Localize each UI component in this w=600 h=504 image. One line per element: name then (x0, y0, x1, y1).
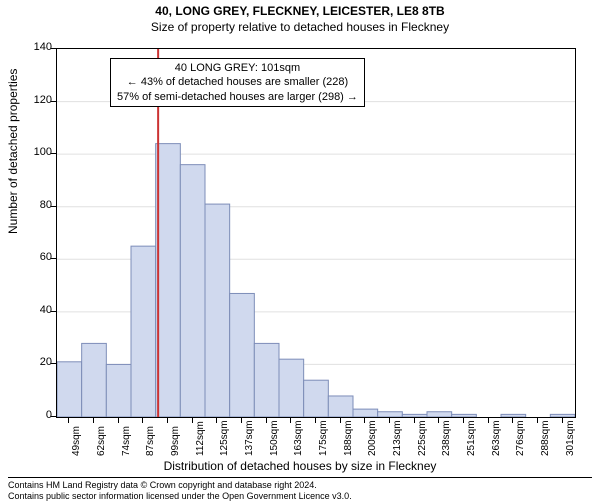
x-tick-label: 213sqm (392, 420, 403, 456)
histogram-bar (550, 414, 575, 417)
footer-attribution: Contains HM Land Registry data © Crown c… (8, 477, 592, 502)
property-callout: 40 LONG GREY: 101sqm ← 43% of detached h… (110, 58, 365, 107)
histogram-bar (304, 380, 329, 417)
histogram-bar (205, 204, 230, 417)
histogram-bar (353, 409, 378, 417)
x-tick-label: 263sqm (491, 420, 502, 456)
x-tick-mark (68, 418, 69, 423)
x-tick-label: 225sqm (417, 420, 428, 456)
x-tick-mark (488, 418, 489, 423)
x-tick-mark (192, 418, 193, 423)
callout-line-1: 40 LONG GREY: 101sqm (117, 61, 358, 75)
y-tick-mark (51, 258, 56, 259)
x-tick-label: 49sqm (71, 426, 82, 456)
histogram-bar (427, 412, 452, 417)
histogram-bar (57, 362, 82, 417)
x-tick-label: 163sqm (293, 420, 304, 456)
x-tick-mark (364, 418, 365, 423)
x-tick-label: 251sqm (466, 420, 477, 456)
x-axis-label: Distribution of detached houses by size … (0, 459, 600, 473)
x-tick-mark (167, 418, 168, 423)
x-tick-label: 112sqm (195, 421, 206, 456)
histogram-bar (156, 144, 181, 417)
x-tick-label: 137sqm (244, 420, 255, 456)
x-tick-label: 74sqm (121, 426, 132, 456)
y-tick-label: 40 (40, 304, 52, 316)
histogram-bar (82, 343, 107, 417)
y-tick-mark (51, 311, 56, 312)
x-tick-label: 99sqm (170, 426, 181, 456)
y-tick-label: 60 (40, 251, 52, 263)
x-tick-mark (142, 418, 143, 423)
histogram-bar (402, 414, 427, 417)
x-tick-mark (438, 418, 439, 423)
y-tick-mark (51, 153, 56, 154)
x-tick-mark (389, 418, 390, 423)
x-tick-label: 276sqm (515, 420, 526, 456)
histogram-bar (328, 396, 353, 417)
x-tick-mark (290, 418, 291, 423)
x-tick-mark (241, 418, 242, 423)
x-tick-label: 150sqm (269, 420, 280, 456)
histogram-bar (279, 359, 304, 417)
x-tick-mark (512, 418, 513, 423)
histogram-bar (254, 343, 279, 417)
y-tick-label: 140 (34, 41, 52, 53)
histogram-bar (180, 165, 205, 417)
x-tick-label: 301sqm (565, 420, 576, 456)
x-tick-mark (562, 418, 563, 423)
histogram-bar (378, 412, 403, 417)
y-tick-label: 20 (40, 356, 52, 368)
x-tick-label: 200sqm (367, 420, 378, 456)
histogram-bar (501, 414, 526, 417)
x-tick-mark (118, 418, 119, 423)
chart-title-sub: Size of property relative to detached ho… (0, 20, 600, 34)
x-tick-mark (266, 418, 267, 423)
callout-line-2: ← 43% of detached houses are smaller (22… (117, 75, 358, 89)
x-tick-label: 175sqm (318, 420, 329, 456)
histogram-bar (452, 414, 477, 417)
y-tick-mark (51, 363, 56, 364)
y-tick-label: 0 (46, 409, 52, 421)
histogram-bar (131, 246, 156, 417)
callout-line-3: 57% of semi-detached houses are larger (… (117, 90, 358, 104)
x-tick-mark (463, 418, 464, 423)
x-tick-mark (414, 418, 415, 423)
y-tick-label: 100 (34, 146, 52, 158)
x-tick-mark (216, 418, 217, 423)
x-tick-mark (93, 418, 94, 423)
x-tick-label: 62sqm (96, 426, 107, 456)
y-tick-label: 80 (40, 199, 52, 211)
x-tick-label: 288sqm (540, 420, 551, 456)
histogram-bar (230, 293, 255, 417)
y-tick-mark (51, 101, 56, 102)
x-tick-label: 125sqm (219, 420, 230, 456)
x-tick-label: 188sqm (343, 420, 354, 456)
chart-title-main: 40, LONG GREY, FLECKNEY, LEICESTER, LE8 … (0, 4, 600, 18)
y-tick-mark (51, 48, 56, 49)
x-tick-label: 87sqm (145, 426, 156, 456)
x-tick-mark (340, 418, 341, 423)
footer-line-1: Contains HM Land Registry data © Crown c… (8, 480, 592, 491)
x-tick-mark (537, 418, 538, 423)
footer-line-2: Contains public sector information licen… (8, 491, 592, 502)
x-tick-mark (315, 418, 316, 423)
y-tick-label: 120 (34, 94, 52, 106)
y-tick-mark (51, 416, 56, 417)
y-tick-mark (51, 206, 56, 207)
y-axis-label: Number of detached properties (6, 69, 20, 234)
x-tick-label: 238sqm (441, 420, 452, 456)
histogram-bar (106, 364, 131, 417)
